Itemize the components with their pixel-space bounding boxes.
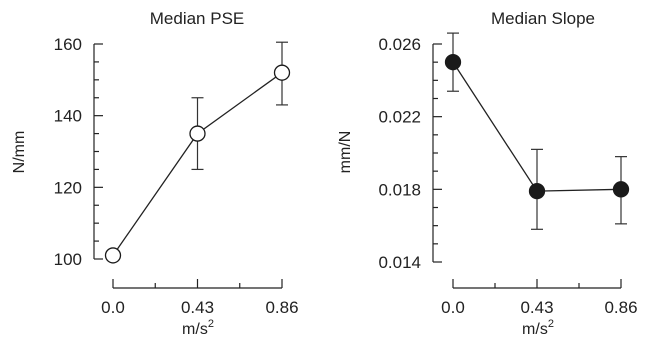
- y-tick-label: 140: [54, 107, 82, 126]
- median-pse-chart: Median PSE 100 120 140 160 N/mm 0.0 0.43 0.86 m/s…: [11, 9, 299, 338]
- x-axis-label: m/s2: [182, 318, 214, 338]
- y-tick-label: 160: [54, 35, 82, 54]
- median-slope-chart: Median Slope 0.014 0.018 0.022 0.026 mm/N 0.0 0…: [337, 9, 638, 338]
- x-tick-label: 0.0: [441, 298, 465, 317]
- y-tick-label: 0.014: [378, 253, 421, 272]
- chart-title: Median Slope: [491, 9, 595, 28]
- y-tick-label: 0.018: [378, 180, 421, 199]
- data-point: [189, 125, 206, 142]
- y-tick-label: 100: [54, 250, 82, 269]
- x-tick-label: 0.86: [265, 298, 298, 317]
- y-tick-label: 0.022: [378, 108, 421, 127]
- y-tick-label: 0.026: [378, 35, 421, 54]
- data-point: [612, 181, 630, 198]
- x-tick-label: 0.86: [604, 298, 637, 317]
- y-tick-label: 120: [54, 178, 82, 197]
- data-point: [273, 64, 291, 81]
- data-point: [528, 182, 546, 200]
- x-axis-label: m/s2: [522, 318, 554, 338]
- y-axis-label: N/mm: [11, 131, 28, 174]
- chart-title: Median PSE: [150, 9, 245, 28]
- x-tick-label: 0.0: [101, 298, 125, 317]
- x-tick-label: 0.43: [181, 298, 214, 317]
- data-point: [104, 247, 122, 264]
- data-point: [444, 54, 462, 71]
- x-tick-label: 0.43: [520, 298, 553, 317]
- y-axis-label: mm/N: [337, 131, 354, 174]
